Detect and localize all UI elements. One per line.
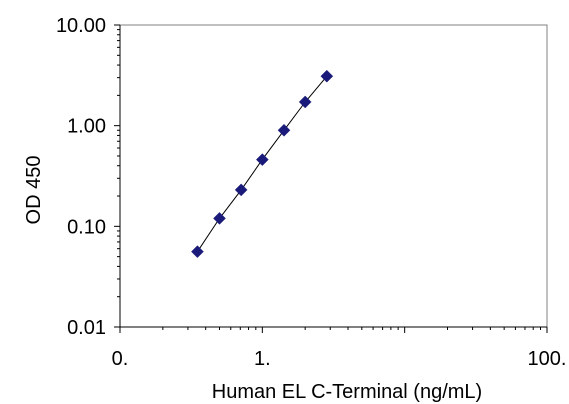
data-point-marker [213,212,226,225]
y-tick-label: 10.00 [56,15,106,37]
x-axis-title: Human EL C-Terminal (ng/mL) [212,381,482,403]
data-point-marker [298,95,312,109]
y-tick-label: 0.10 [67,216,106,238]
x-tick-label: 100. [528,348,567,370]
y-tick-label: 0.01 [67,317,106,339]
data-point-marker [320,69,334,83]
y-tick-label: 1.00 [67,116,106,138]
y-axis-title: OD 450 [23,156,45,225]
data-point-marker [191,245,204,259]
series [191,69,334,259]
x-tick-label: 0. [112,348,129,370]
data-point-marker [255,153,269,166]
plot-area [119,24,548,328]
y-ticks: 0.01 0.10 1.00 10.00 [56,15,120,339]
x-tick-label: 1. [254,348,271,370]
data-point-marker [277,123,291,137]
x-ticks: 0. 1. 100. [112,327,567,370]
data-point-marker [234,183,248,197]
